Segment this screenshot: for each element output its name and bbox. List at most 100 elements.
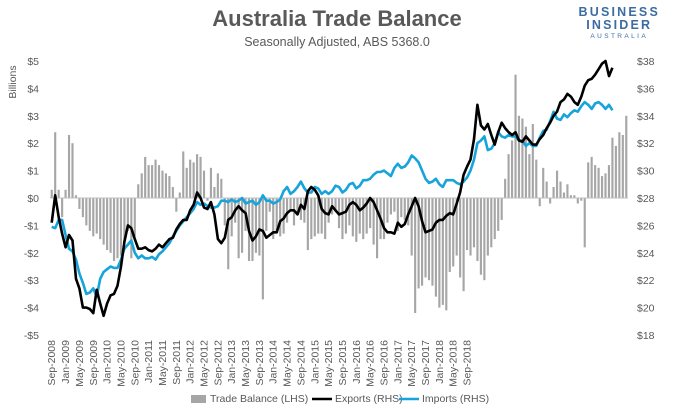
trade-balance-bar: [462, 198, 465, 292]
trade-balance-bar: [431, 198, 434, 286]
trade-balance-bar: [438, 198, 441, 308]
left-axis-tick-label: -$3: [24, 275, 39, 287]
trade-balance-bar: [611, 137, 614, 198]
x-axis-ticks: Sep-2008 Jan-2009 May-2009 Sep-2009 Jan-2010…: [46, 340, 473, 387]
x-axis-tick-label: Jan-2009: [60, 340, 72, 384]
trade-balance-bar: [282, 198, 285, 234]
trade-balance-bar: [479, 198, 482, 275]
trade-balance-bar: [580, 198, 583, 201]
trade-balance-bar: [445, 198, 448, 311]
trade-balance-bar: [185, 167, 188, 198]
trade-balance-bar: [199, 156, 202, 198]
x-axis-tick-label: Jan-2010: [102, 340, 114, 384]
x-axis-tick-label: Jan-2015: [309, 340, 321, 384]
trade-balance-bar: [472, 198, 476, 248]
trade-balance-bar: [299, 198, 303, 220]
x-axis-tick-label: Sep-2009: [88, 340, 100, 386]
trade-balance-bar: [382, 198, 386, 240]
x-axis-tick-label: Jan-2017: [392, 340, 404, 384]
left-axis-tick-label: -$4: [24, 303, 39, 315]
trade-balance-bar: [154, 159, 157, 198]
right-axis-tick-label: $38: [637, 56, 655, 68]
series-lines: [50, 59, 614, 318]
trade-balance-bar: [594, 165, 597, 198]
trade-balance-bar: [562, 192, 566, 198]
trade-balance-bar: [251, 198, 254, 262]
trade-balance-bar: [99, 198, 102, 240]
right-axis-tick-label: $28: [637, 193, 655, 205]
trade-balance-bar: [112, 198, 116, 262]
x-axis-tick-label: May-2016: [365, 340, 377, 387]
trade-balance-bar: [497, 198, 500, 231]
trade-balance-bar: [272, 198, 275, 240]
trade-balance-bar: [92, 198, 95, 237]
trade-balance-bar: [189, 159, 192, 198]
trade-balance-bar: [220, 178, 223, 198]
trade-balance-bar: [389, 198, 392, 215]
x-axis-tick-label: Jan-2018: [434, 340, 446, 384]
trade-balance-bar: [67, 134, 71, 198]
trade-balance-bar: [71, 143, 74, 198]
trade-balance-bar: [241, 198, 244, 253]
x-axis-tick-label: Sep-2014: [295, 340, 307, 386]
x-axis-tick-label: Sep-2010: [129, 340, 141, 386]
trade-balance-bar: [590, 156, 593, 198]
trade-balance-bar: [268, 198, 271, 212]
trade-balance-bar: [223, 198, 226, 226]
trade-balance-bar: [459, 198, 462, 278]
left-axis-tick-label: $3: [27, 111, 39, 123]
trade-balance-bar: [95, 198, 98, 234]
trade-balance-bar: [254, 198, 258, 253]
trade-balance-bar: [521, 118, 524, 198]
trade-balance-bar: [583, 198, 586, 248]
legend-balance-label: Trade Balance (LHS): [210, 393, 308, 405]
x-axis-tick-label: Sep-2017: [420, 340, 432, 386]
x-axis-tick-label: Jan-2014: [268, 340, 280, 384]
trade-balance-bar: [137, 184, 140, 198]
trade-balance-bar: [50, 189, 53, 198]
trade-balance-bar: [213, 187, 216, 198]
trade-balance-bar: [351, 198, 354, 237]
trade-balance-bar: [57, 189, 60, 198]
legend-exports-label: Exports (RHS): [335, 393, 403, 405]
trade-balance-bar: [237, 198, 240, 259]
left-axis-tick-label: -$2: [24, 248, 39, 260]
left-axis-tick-label: $0: [27, 193, 39, 205]
trade-balance-bar: [182, 151, 185, 198]
left-axis-tick-label: -$1: [24, 220, 39, 232]
trade-balance-bar: [362, 198, 365, 240]
trade-balance-bar: [524, 126, 527, 198]
trade-balance-bar: [88, 198, 91, 231]
trade-balance-bars: [50, 74, 628, 314]
trade-balance-bar: [607, 165, 611, 198]
trade-balance-bar: [417, 198, 420, 289]
trade-balance-bar: [303, 198, 306, 223]
trade-balance-bar: [549, 198, 552, 204]
trade-balance-bar: [531, 124, 534, 198]
trade-balance-bar: [209, 167, 213, 198]
trade-balance-bar: [600, 176, 604, 198]
x-axis-tick-label: Jan-2011: [143, 340, 155, 383]
left-axis-tick-label: -$5: [24, 330, 39, 342]
x-axis-tick-label: May-2015: [323, 340, 335, 387]
x-axis-tick-label: Sep-2012: [212, 340, 224, 386]
trade-balance-bar: [355, 198, 358, 242]
trade-balance-bar: [140, 173, 143, 198]
trade-balance-bar: [116, 198, 119, 259]
trade-balance-bar: [151, 165, 154, 198]
trade-balance-bar: [621, 134, 624, 198]
trade-balance-bar: [393, 198, 396, 212]
left-axis-tick-label: $1: [27, 166, 39, 178]
trade-balance-bar: [614, 145, 617, 198]
trade-balance-bar: [434, 198, 437, 297]
trade-balance-bar: [597, 167, 600, 198]
trade-balance-bar: [555, 170, 559, 198]
trade-balance-bar: [320, 198, 323, 234]
right-axis-tick-label: $32: [637, 138, 655, 150]
trade-balance-bar: [576, 198, 579, 204]
x-axis-tick-label: Sep-2011: [171, 340, 183, 385]
business-insider-logo: BUSINESS INSIDER AUSTRALIA: [578, 6, 660, 41]
trade-balance-bar: [452, 198, 455, 267]
trade-balance-bar: [206, 198, 209, 201]
trade-balance-bar: [341, 198, 344, 240]
